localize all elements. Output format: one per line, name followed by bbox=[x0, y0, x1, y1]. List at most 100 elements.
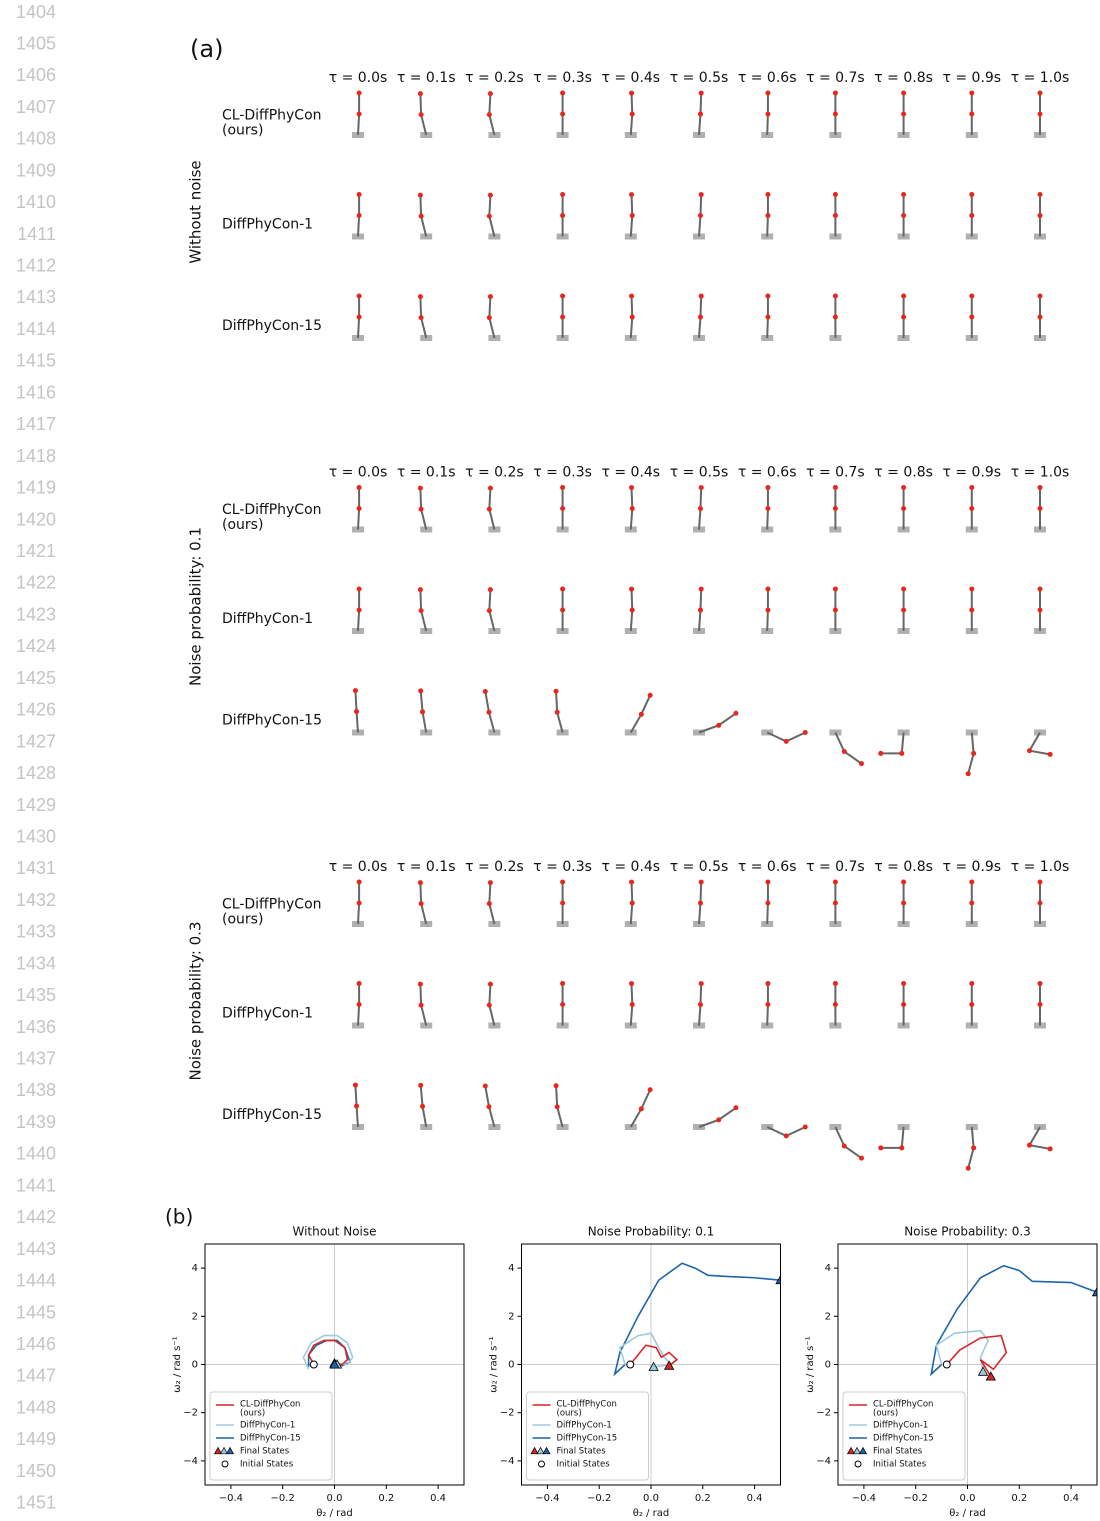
trajectory bbox=[615, 1263, 781, 1374]
joint bbox=[698, 1002, 703, 1007]
joint bbox=[418, 982, 423, 987]
joint bbox=[629, 294, 634, 299]
x-tick-label: −0.4 bbox=[535, 1493, 559, 1504]
line-number: 1445 bbox=[16, 1302, 56, 1322]
joint bbox=[833, 880, 838, 885]
joint bbox=[487, 315, 492, 320]
line-number: 1406 bbox=[16, 65, 56, 85]
legend-label: Final States bbox=[557, 1447, 607, 1457]
joint bbox=[554, 689, 559, 694]
joint bbox=[418, 486, 423, 491]
joint bbox=[966, 771, 971, 776]
joint bbox=[630, 213, 635, 218]
joint bbox=[419, 315, 424, 320]
joint bbox=[357, 901, 362, 906]
joint bbox=[418, 1083, 423, 1088]
trajectory bbox=[931, 1266, 1097, 1374]
legend-label: Initial States bbox=[557, 1460, 611, 1470]
line-number: 1442 bbox=[16, 1207, 56, 1227]
joint bbox=[420, 1104, 425, 1109]
method-label: DiffPhyCon-1 bbox=[222, 611, 313, 627]
joint bbox=[354, 709, 359, 714]
joint bbox=[357, 506, 362, 511]
joint bbox=[969, 587, 974, 592]
joint bbox=[833, 506, 838, 511]
pendulum-link bbox=[1030, 1127, 1051, 1149]
joint bbox=[784, 1133, 789, 1138]
line-number: 1434 bbox=[16, 953, 56, 973]
y-tick-label: −4 bbox=[500, 1456, 515, 1467]
joint bbox=[357, 981, 362, 986]
joint bbox=[901, 1002, 906, 1007]
joint bbox=[560, 485, 565, 490]
y-tick-label: −2 bbox=[500, 1408, 515, 1419]
line-number: 1428 bbox=[16, 763, 56, 783]
joint bbox=[833, 901, 838, 906]
joint bbox=[1038, 112, 1043, 117]
joint bbox=[1038, 213, 1043, 218]
method-label: DiffPhyCon-15 bbox=[222, 1107, 322, 1123]
joint bbox=[486, 710, 491, 715]
joint bbox=[698, 901, 703, 906]
x-tick-label: 0.0 bbox=[960, 1493, 976, 1504]
joint bbox=[901, 294, 906, 299]
joint bbox=[969, 294, 974, 299]
time-label: τ = 0.8s bbox=[874, 465, 933, 481]
chart-title: Noise Probability: 0.1 bbox=[588, 1225, 715, 1239]
line-number: 1430 bbox=[16, 826, 56, 846]
joint bbox=[901, 485, 906, 490]
joint bbox=[969, 981, 974, 986]
x-tick-label: −0.2 bbox=[271, 1493, 295, 1504]
joint bbox=[842, 749, 847, 754]
time-label: τ = 0.1s bbox=[397, 465, 456, 481]
time-label: τ = 0.5s bbox=[670, 465, 729, 481]
joint bbox=[765, 213, 770, 218]
joint bbox=[765, 608, 770, 613]
line-number: 1441 bbox=[16, 1175, 56, 1195]
y-tick-label: 4 bbox=[508, 1263, 514, 1274]
line-number: 1407 bbox=[16, 97, 56, 117]
joint bbox=[842, 1144, 847, 1149]
joint bbox=[698, 213, 703, 218]
joint bbox=[488, 193, 493, 198]
joint bbox=[833, 981, 838, 986]
x-axis-label: θ₂ / rad bbox=[949, 1508, 985, 1519]
line-number: 1438 bbox=[16, 1080, 56, 1100]
x-tick-label: −0.4 bbox=[852, 1493, 876, 1504]
line-number: 1404 bbox=[16, 2, 56, 22]
joint bbox=[357, 294, 362, 299]
pendulum-link bbox=[835, 1127, 861, 1158]
legend-marker bbox=[222, 1461, 228, 1467]
joint bbox=[699, 981, 704, 986]
joint bbox=[487, 608, 492, 613]
joint bbox=[699, 91, 704, 96]
joint bbox=[418, 880, 423, 885]
joint bbox=[555, 710, 560, 715]
joint bbox=[901, 608, 906, 613]
initial-state bbox=[627, 1361, 634, 1368]
joint bbox=[699, 192, 704, 197]
joint bbox=[765, 506, 770, 511]
legend-label: DiffPhyCon-15 bbox=[557, 1434, 618, 1444]
joint bbox=[969, 880, 974, 885]
line-number: 1437 bbox=[16, 1049, 56, 1069]
legend-label: Final States bbox=[873, 1447, 923, 1457]
time-label: τ = 0.9s bbox=[942, 859, 1001, 875]
x-tick-label: 0.0 bbox=[327, 1493, 343, 1504]
line-number: 1447 bbox=[16, 1366, 56, 1386]
joint bbox=[901, 587, 906, 592]
pendulum-link bbox=[1030, 733, 1051, 755]
joint bbox=[1038, 1002, 1043, 1007]
joint bbox=[833, 192, 838, 197]
line-number: 1415 bbox=[16, 351, 56, 371]
joint bbox=[971, 1145, 976, 1150]
line-number: 1444 bbox=[16, 1271, 56, 1291]
joint bbox=[733, 711, 738, 716]
y-tick-label: −4 bbox=[183, 1456, 198, 1467]
time-label: τ = 0.7s bbox=[806, 70, 865, 86]
joint bbox=[487, 112, 492, 117]
chart-title: Without Noise bbox=[293, 1225, 377, 1239]
line-number: 1427 bbox=[16, 731, 56, 751]
x-tick-label: 0.2 bbox=[1011, 1493, 1027, 1504]
chart: Without Noiseθ₂ / radω₂ / rad s⁻¹−0.4−0.… bbox=[172, 1225, 464, 1520]
